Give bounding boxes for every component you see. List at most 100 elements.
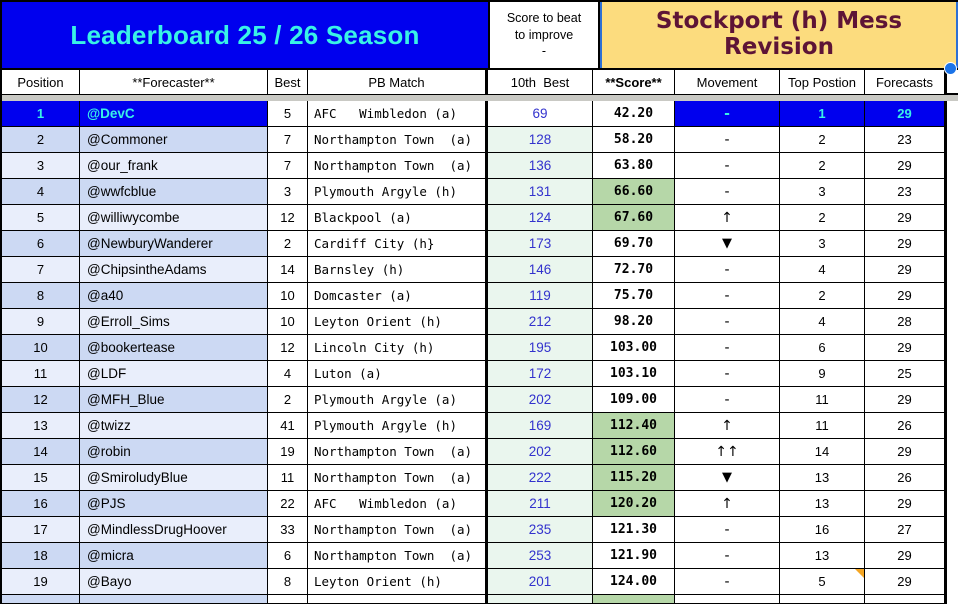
cell-forecaster[interactable]: @robin (80, 439, 268, 465)
cell-forecasts[interactable]: 25 (865, 361, 947, 387)
cell-movement[interactable]: - (675, 283, 780, 309)
cell-best[interactable]: 10 (268, 309, 308, 335)
cell-best[interactable]: 7 (268, 127, 308, 153)
cell-forecasts[interactable]: 29 (865, 569, 947, 595)
cell-top-position[interactable]: 16 (780, 517, 865, 543)
cell-movement[interactable]: - (675, 335, 780, 361)
cell-top-position[interactable]: 9 (780, 361, 865, 387)
cell-forecasts[interactable]: 29 (865, 153, 947, 179)
cell-movement[interactable]: ↑↑ (675, 439, 780, 465)
cell-tenth-best[interactable]: 124 (488, 205, 593, 231)
selection-resize-handle[interactable] (944, 62, 957, 75)
cell-best[interactable]: 33 (268, 517, 308, 543)
cell-score[interactable]: 75.70 (593, 283, 675, 309)
cell-position[interactable]: 15 (2, 465, 80, 491)
cell-movement[interactable]: - (675, 543, 780, 569)
cell-movement[interactable]: - (675, 127, 780, 153)
cell-forecaster[interactable]: @NewburyWanderer (80, 231, 268, 257)
cell-pb-match[interactable]: Northampton Town (a) (308, 439, 488, 465)
table-row[interactable]: 12 @MFH_Blue 2 Plymouth Argyle (a) 202 109.00… (2, 387, 958, 413)
cell-pb-match[interactable]: Plymouth Argyle (h) (308, 413, 488, 439)
cell-forecaster[interactable]: @MindlessDrugHoover (80, 517, 268, 543)
table-row[interactable]: 10 @bookertease 12 Lincoln City (h) 195 103.0… (2, 335, 958, 361)
table-row[interactable]: 2 @Commoner 7 Northampton Town (a) 128 58.20-… (2, 127, 958, 153)
cell-top-position[interactable]: 11 (780, 413, 865, 439)
cell-best[interactable]: 11 (268, 465, 308, 491)
cell-pb-match[interactable]: Northampton Town (a) (308, 465, 488, 491)
cell-pb-match[interactable]: Northampton Town (a) (308, 153, 488, 179)
cell-forecaster[interactable]: @twizz (80, 413, 268, 439)
cell-movement[interactable]: - (675, 179, 780, 205)
cell-movement[interactable]: - (675, 101, 780, 127)
table-row[interactable]: 17 @MindlessDrugHoover 33 Northampton Town … (2, 517, 958, 543)
cell-tenth-best[interactable]: 172 (488, 361, 593, 387)
cell-forecaster[interactable]: @PJS (80, 491, 268, 517)
cell-best[interactable]: 12 (268, 335, 308, 361)
table-row[interactable]: 4 @wwfcblue 3 Plymouth Argyle (h) 131 66.60-3… (2, 179, 958, 205)
cell-position[interactable]: 1 (2, 101, 80, 127)
cell-pb-match[interactable]: Luton (a) (308, 361, 488, 387)
cell-top-position[interactable]: 2 (780, 127, 865, 153)
table-row[interactable]: 19 @Bayo 8 Leyton Orient (h) 201 124.00 - 5 29 (2, 569, 958, 595)
cell-best[interactable]: 5 (268, 101, 308, 127)
cell-top-position[interactable]: 4 (780, 309, 865, 335)
cell-top-position[interactable]: 2 (780, 283, 865, 309)
cell-top-position[interactable]: 4 (780, 257, 865, 283)
column-header-score[interactable]: **Score** (593, 70, 675, 95)
cell-top-position[interactable]: 6 (780, 335, 865, 361)
cell-score[interactable]: 115.20 (593, 465, 675, 491)
cell-forecasts[interactable]: 29 (865, 231, 947, 257)
cell-position[interactable]: 19 (2, 569, 80, 595)
cell-position[interactable]: 10 (2, 335, 80, 361)
cell-score[interactable]: 124.00 (593, 569, 675, 595)
cell-pb-match[interactable]: Plymouth Argyle (h) (308, 179, 488, 205)
cell-score[interactable]: 67.60 (593, 205, 675, 231)
cell-pb-match[interactable]: Leyton Orient (h) (308, 569, 488, 595)
cell-top-position[interactable]: 3 (780, 179, 865, 205)
cell-tenth-best[interactable]: 202 (488, 387, 593, 413)
cell-top-position[interactable]: 14 (780, 439, 865, 465)
cell-tenth-best[interactable]: 136 (488, 153, 593, 179)
cell-tenth-best[interactable]: 222 (488, 465, 593, 491)
cell-movement[interactable]: - (675, 569, 780, 595)
cell-top-position[interactable]: 2 (780, 153, 865, 179)
cell-score[interactable]: 72.70 (593, 257, 675, 283)
table-row[interactable]: 7 @ChipsintheAdams 14 Barnsley (h) 146 72.70 -… (2, 257, 958, 283)
cell-pb-match[interactable]: AFC Wimbledon (a) (308, 101, 488, 127)
table-row[interactable]: 18 @micra 6 Northampton Town (a) 253 121.90 - 1… (2, 543, 958, 569)
cell-best[interactable]: 22 (268, 491, 308, 517)
cell-forecaster[interactable]: @SmiroludyBlue (80, 465, 268, 491)
cell-score[interactable]: 69.70 (593, 231, 675, 257)
cell-tenth-best[interactable]: 128 (488, 127, 593, 153)
cell-tenth-best[interactable]: 211 (488, 491, 593, 517)
cell-top-position[interactable]: 1 (780, 101, 865, 127)
cell-movement[interactable]: - (675, 361, 780, 387)
cell-forecaster[interactable]: @wwfcblue (80, 179, 268, 205)
cell-top-position[interactable]: 13 (780, 543, 865, 569)
cell-score[interactable]: 42.20 (593, 101, 675, 127)
cell-forecaster[interactable]: @bookertease (80, 335, 268, 361)
cell-pb-match[interactable]: Cardiff City (h} (308, 231, 488, 257)
cell-top-position[interactable]: 2 (780, 205, 865, 231)
cell-position[interactable]: 17 (2, 517, 80, 543)
cell-score[interactable]: 98.20 (593, 309, 675, 335)
cell-top-position[interactable]: 13 (780, 491, 865, 517)
column-header-best[interactable]: Best (268, 70, 308, 95)
cell-top-position[interactable]: 5 (780, 569, 865, 595)
table-row[interactable]: 6 @NewburyWanderer 2 Cardiff City (h} 173 69.… (2, 231, 958, 257)
cell-pb-match[interactable]: Barnsley (h) (308, 257, 488, 283)
cell-forecaster[interactable]: @our_frank (80, 153, 268, 179)
cell-tenth-best[interactable]: 253 (488, 543, 593, 569)
cell-pb-match[interactable]: Northampton Town (a) (308, 543, 488, 569)
cell-score[interactable]: 103.00 (593, 335, 675, 361)
cell-position[interactable]: 2 (2, 127, 80, 153)
cell-best[interactable]: 14 (268, 257, 308, 283)
cell-forecaster[interactable]: @Erroll_Sims (80, 309, 268, 335)
cell-position[interactable]: 4 (2, 179, 80, 205)
cell-position[interactable]: 13 (2, 413, 80, 439)
cell-forecasts[interactable]: 29 (865, 335, 947, 361)
cell-pb-match[interactable]: Plymouth Argyle (a) (308, 387, 488, 413)
column-header-pb-match[interactable]: PB Match (308, 70, 488, 95)
cell-pb-match[interactable]: Lincoln City (h) (308, 335, 488, 361)
cell-tenth-best[interactable]: 212 (488, 309, 593, 335)
